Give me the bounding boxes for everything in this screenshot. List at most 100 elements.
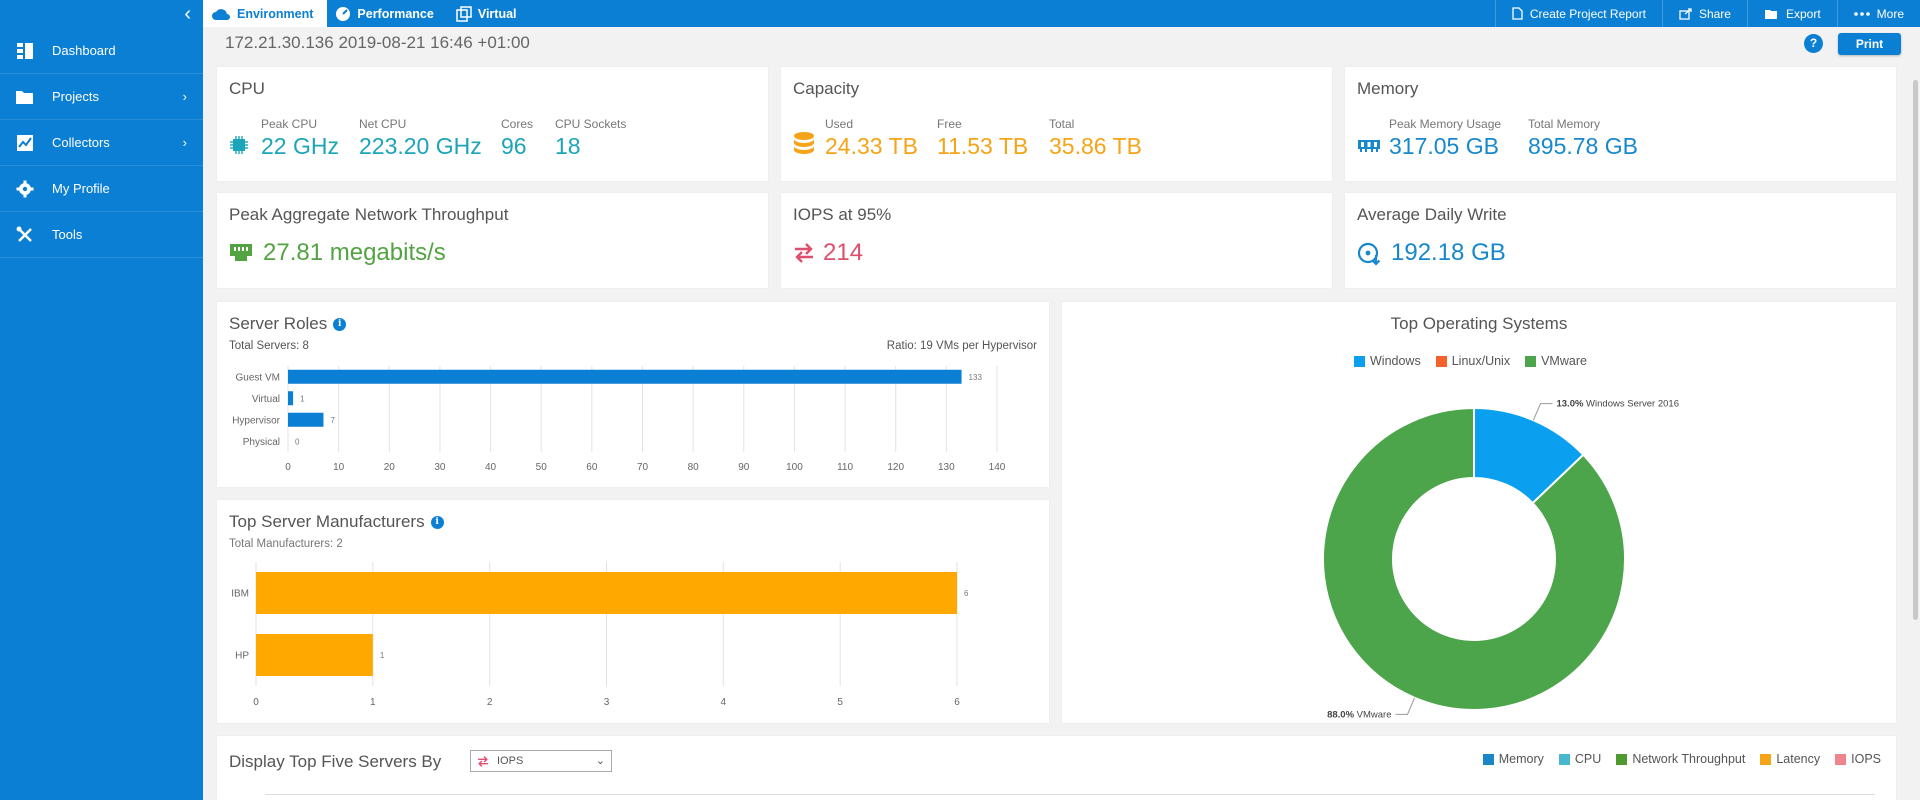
chevron-right-icon: › [182, 89, 187, 104]
sidebar-item-my-profile[interactable]: My Profile [0, 166, 203, 212]
info-icon[interactable]: i [333, 318, 347, 332]
total-capacity-metric: Total 35.86 TB [1049, 117, 1142, 159]
tab-environment[interactable]: Environment [203, 0, 328, 27]
chevron-down-icon: ⌄ [595, 755, 605, 767]
legend-item-linux[interactable]: Linux/Unix [1435, 354, 1510, 368]
os-donut-chart: 88.0% VMware 13.0% Windows Server 2016 [1322, 399, 1679, 720]
x-tick-label: 4 [721, 697, 727, 708]
legend-swatch [1525, 355, 1537, 367]
top-bar: Environment Performance Virtual Create P… [203, 0, 1920, 27]
x-tick-label: 1 [370, 697, 376, 708]
legend-item-network-throughput[interactable]: Network Throughput [1616, 752, 1745, 766]
os-legend: Windows Linux/Unix VMware [1354, 354, 1602, 368]
sidebar-item-collectors[interactable]: Collectors › [0, 120, 203, 166]
card-title: Capacity [793, 79, 860, 98]
sidebar-item-label: Collectors [52, 135, 110, 150]
bar-value-label: 7 [330, 416, 335, 425]
collapse-sidebar-icon[interactable]: ‹ [184, 3, 191, 25]
card-title: Memory [1357, 79, 1419, 98]
legend-item-iops[interactable]: IOPS [1835, 752, 1881, 766]
y-category-label: Physical [243, 437, 280, 448]
cores-metric: Cores 96 [501, 117, 534, 159]
sidebar-item-tools[interactable]: Tools [0, 212, 203, 258]
help-icon[interactable]: ? [1804, 34, 1823, 53]
tab-virtual[interactable]: Virtual [448, 0, 531, 27]
x-tick-label: 10 [333, 462, 345, 473]
x-tick-label: 50 [536, 462, 548, 473]
bar [288, 412, 324, 427]
server-roles-card: Server Roles i Total Servers: 8 Ratio: 19… [217, 302, 1049, 487]
page-scrollbar[interactable] [1911, 70, 1920, 640]
slice-label-leader [1532, 403, 1553, 421]
top-five-metric-select[interactable]: IOPS ⌄ [470, 750, 612, 772]
total-servers-text: Total Servers: 8 [229, 340, 309, 352]
slice-label: 88.0% VMware [1327, 709, 1391, 720]
legend-swatch [1616, 753, 1628, 765]
x-tick-label: 0 [285, 462, 291, 473]
sidebar-item-projects[interactable]: Projects › [0, 74, 203, 120]
used-capacity-metric: Used 24.33 TB [825, 117, 918, 159]
network-throughput-value: 27.81 megabits/s [263, 239, 446, 266]
average-daily-write-card: Average Daily Write 192.18 GB [1345, 193, 1896, 288]
legend-item-memory[interactable]: Memory [1482, 752, 1544, 766]
legend-swatch [1760, 753, 1772, 765]
report-icon [1512, 7, 1523, 20]
sidebar: ‹ Dashboard Projects › Collectors › [0, 0, 203, 800]
x-tick-label: 80 [688, 462, 700, 473]
folder-icon [14, 86, 36, 108]
card-title: Top Server Manufacturers i [229, 512, 444, 532]
bar [256, 572, 957, 614]
gauge-icon [335, 6, 351, 22]
card-title: IOPS at 95% [793, 205, 892, 224]
info-icon[interactable]: i [430, 516, 444, 530]
bar-value-label: 1 [300, 394, 305, 403]
free-capacity-metric: Free 11.53 TB [937, 117, 1029, 159]
bar [256, 634, 373, 676]
export-button[interactable]: Export [1746, 0, 1837, 27]
donut-slice [1322, 406, 1626, 711]
card-title: Peak Aggregate Network Throughput [229, 205, 509, 224]
total-memory-metric: Total Memory 895.78 GB [1528, 117, 1638, 159]
view-tabs: Environment Performance Virtual [203, 0, 531, 27]
database-icon [793, 131, 815, 164]
legend-swatch [1482, 753, 1494, 765]
legend-item-windows[interactable]: Windows [1354, 354, 1421, 368]
print-button[interactable]: Print [1838, 33, 1901, 55]
legend-item-cpu[interactable]: CPU [1558, 752, 1601, 766]
bar-value-label: 0 [295, 437, 300, 446]
y-category-label: IBM [231, 589, 249, 600]
chevron-right-icon: › [182, 135, 187, 150]
x-tick-label: 2 [487, 697, 493, 708]
scrollbar-thumb[interactable] [1913, 80, 1918, 620]
cpu-sockets-metric: CPU Sockets 18 [555, 117, 627, 159]
share-button[interactable]: Share [1661, 0, 1747, 27]
cpu-card: CPU Peak CPU 22 GHz Net CPU 223.20 GHz C… [217, 67, 768, 181]
card-title: CPU [229, 79, 265, 98]
y-category-label: Guest VM [236, 372, 280, 383]
x-tick-label: 40 [485, 462, 497, 473]
total-manufacturers-text: Total Manufacturers: 2 [229, 538, 343, 550]
peak-cpu-metric: Peak CPU 22 GHz [261, 117, 339, 159]
legend-item-latency[interactable]: Latency [1760, 752, 1820, 766]
sidebar-item-dashboard[interactable]: Dashboard [0, 28, 203, 74]
legend-item-vmware[interactable]: VMware [1525, 354, 1587, 368]
virtual-icon [456, 5, 472, 22]
server-roles-bar-chart: 0 10 20 30 40 50 60 70 80 90 100 110 120 130 140Guest … [232, 366, 1006, 473]
more-button[interactable]: More [1836, 0, 1920, 27]
capacity-card: Capacity Used 24.33 TB Free 11.53 TB Tot… [781, 67, 1332, 181]
collector-icon [14, 132, 36, 154]
x-tick-label: 70 [637, 462, 649, 473]
top-five-legend: Memory CPU Network Throughput Latency IO… [1482, 752, 1896, 766]
x-tick-label: 30 [434, 462, 446, 473]
legend-swatch [1354, 355, 1365, 367]
x-tick-label: 6 [954, 697, 960, 708]
cpu-chip-icon [229, 135, 249, 160]
disk-write-icon [1357, 242, 1383, 271]
sidebar-item-label: Tools [52, 227, 83, 242]
tab-performance[interactable]: Performance [327, 0, 447, 27]
iops-value: 214 [823, 239, 864, 266]
sidebar-item-label: Projects [52, 89, 99, 104]
more-icon [1853, 11, 1870, 16]
sidebar-nav: Dashboard Projects › Collectors › My Pro… [0, 28, 203, 258]
create-project-report-button[interactable]: Create Project Report [1494, 0, 1662, 27]
